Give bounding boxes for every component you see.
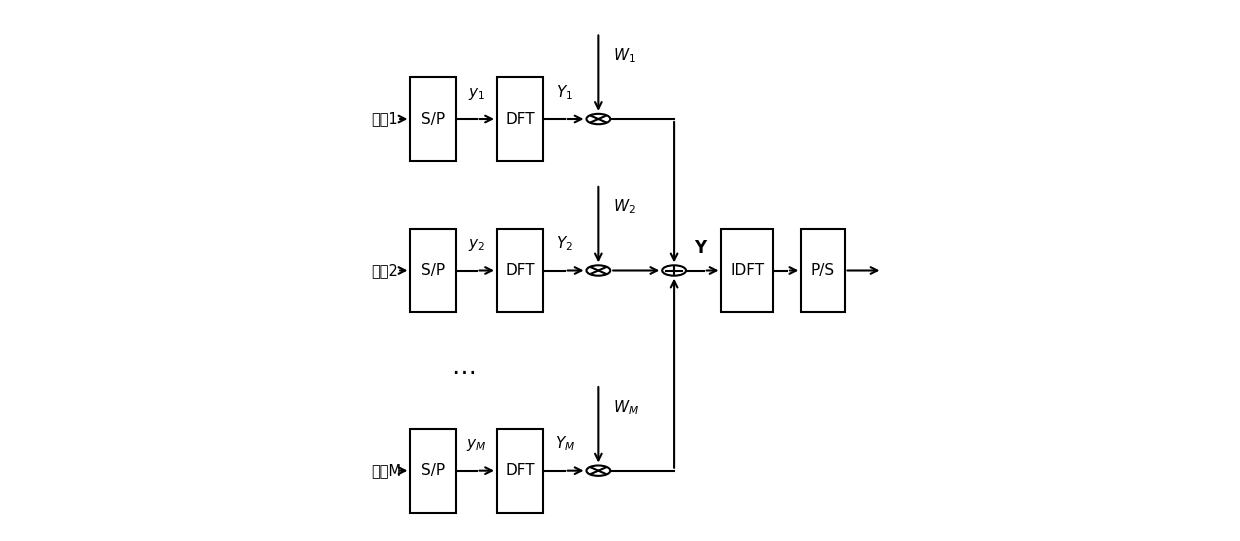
Bar xyxy=(722,228,773,313)
Text: $W_{M}$: $W_{M}$ xyxy=(613,398,639,417)
Text: S/P: S/P xyxy=(422,463,445,478)
Text: $y_{1}$: $y_{1}$ xyxy=(467,85,485,102)
Bar xyxy=(410,228,456,313)
Text: $y_{2}$: $y_{2}$ xyxy=(467,237,485,253)
Text: $y_{M}$: $y_{M}$ xyxy=(466,437,487,453)
Text: S/P: S/P xyxy=(422,111,445,127)
Text: 天线1: 天线1 xyxy=(371,111,398,127)
Text: $Y_{1}$: $Y_{1}$ xyxy=(557,83,573,102)
Ellipse shape xyxy=(587,265,610,276)
Text: $\cdots$: $\cdots$ xyxy=(451,359,475,382)
Ellipse shape xyxy=(587,465,610,476)
Text: $\mathbf{Y}$: $\mathbf{Y}$ xyxy=(694,239,708,257)
Bar xyxy=(497,77,543,161)
Bar xyxy=(497,228,543,313)
Text: DFT: DFT xyxy=(505,263,534,278)
Bar xyxy=(801,228,844,313)
Text: DFT: DFT xyxy=(505,463,534,478)
Text: DFT: DFT xyxy=(505,111,534,127)
Text: 天线M: 天线M xyxy=(371,463,402,478)
Text: P/S: P/S xyxy=(811,263,835,278)
Text: $Y_{2}$: $Y_{2}$ xyxy=(557,234,573,253)
Text: IDFT: IDFT xyxy=(730,263,764,278)
Ellipse shape xyxy=(587,114,610,124)
Text: S/P: S/P xyxy=(422,263,445,278)
Bar xyxy=(497,428,543,513)
Ellipse shape xyxy=(662,265,686,276)
Bar xyxy=(410,77,456,161)
Text: $Y_{M}$: $Y_{M}$ xyxy=(554,434,575,453)
Text: 天线2: 天线2 xyxy=(371,263,398,278)
Text: $W_{2}$: $W_{2}$ xyxy=(613,197,636,216)
Text: $W_{1}$: $W_{1}$ xyxy=(613,46,636,65)
Bar xyxy=(410,428,456,513)
